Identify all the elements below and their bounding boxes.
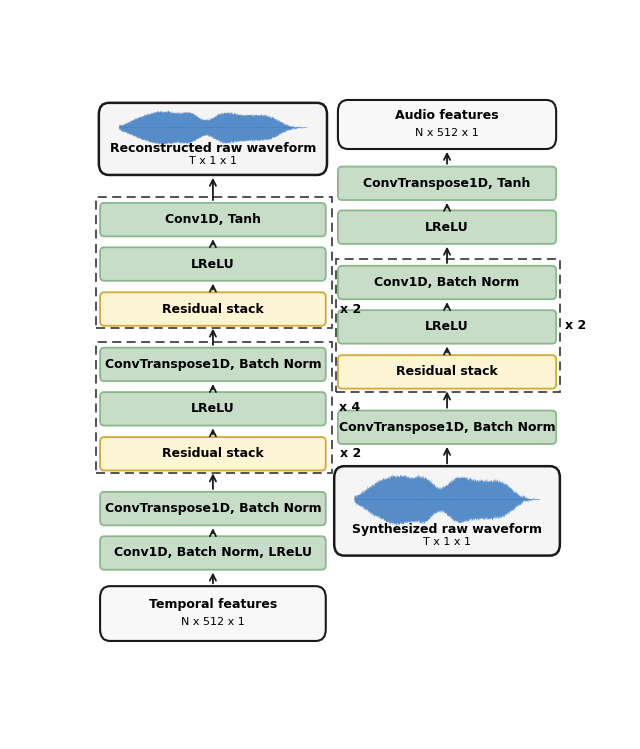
FancyBboxPatch shape [338,210,556,244]
Text: T x 1 x 1: T x 1 x 1 [189,157,237,166]
FancyBboxPatch shape [100,392,326,425]
FancyBboxPatch shape [338,310,556,344]
Text: x 4: x 4 [339,401,360,414]
Bar [96,342,332,473]
Text: LReLU: LReLU [425,321,469,333]
Text: Temporal features: Temporal features [149,598,277,611]
FancyBboxPatch shape [100,586,326,641]
Text: Reconstructed raw waveform: Reconstructed raw waveform [109,142,316,155]
FancyBboxPatch shape [338,410,556,444]
Text: Residual stack: Residual stack [162,303,264,315]
Text: Audio features: Audio features [396,109,499,122]
Text: ConvTranspose1D, Batch Norm: ConvTranspose1D, Batch Norm [104,502,321,515]
Text: Residual stack: Residual stack [162,447,264,461]
Text: N x 512 x 1: N x 512 x 1 [181,617,245,627]
FancyBboxPatch shape [338,266,556,300]
Text: x 2: x 2 [340,303,361,315]
FancyBboxPatch shape [334,466,560,556]
Text: T x 1 x 1: T x 1 x 1 [423,537,471,547]
FancyBboxPatch shape [100,536,326,570]
FancyBboxPatch shape [338,355,556,389]
Text: Synthesized raw waveform: Synthesized raw waveform [352,523,542,536]
Text: Conv1D, Batch Norm: Conv1D, Batch Norm [374,276,520,289]
FancyBboxPatch shape [100,437,326,470]
Text: x 2: x 2 [565,319,586,333]
Text: Conv1D, Tanh: Conv1D, Tanh [165,213,261,226]
Bar [336,259,560,392]
FancyBboxPatch shape [338,166,556,200]
Text: LReLU: LReLU [425,221,469,234]
Text: Conv1D, Batch Norm, LReLU: Conv1D, Batch Norm, LReLU [114,547,312,560]
FancyBboxPatch shape [100,247,326,281]
FancyBboxPatch shape [100,348,326,381]
Text: ConvTranspose1D, Batch Norm: ConvTranspose1D, Batch Norm [104,358,321,371]
Text: N x 512 x 1: N x 512 x 1 [415,128,479,138]
FancyBboxPatch shape [100,203,326,237]
Text: LReLU: LReLU [191,402,235,415]
Bar [96,197,332,328]
FancyBboxPatch shape [100,292,326,326]
FancyBboxPatch shape [99,103,327,175]
Text: ConvTranspose1D, Tanh: ConvTranspose1D, Tanh [364,177,531,189]
Text: LReLU: LReLU [191,258,235,270]
Text: x 2: x 2 [340,447,361,461]
FancyBboxPatch shape [338,100,556,149]
Text: ConvTranspose1D, Batch Norm: ConvTranspose1D, Batch Norm [339,421,556,434]
FancyBboxPatch shape [100,492,326,525]
Text: Residual stack: Residual stack [396,366,498,378]
